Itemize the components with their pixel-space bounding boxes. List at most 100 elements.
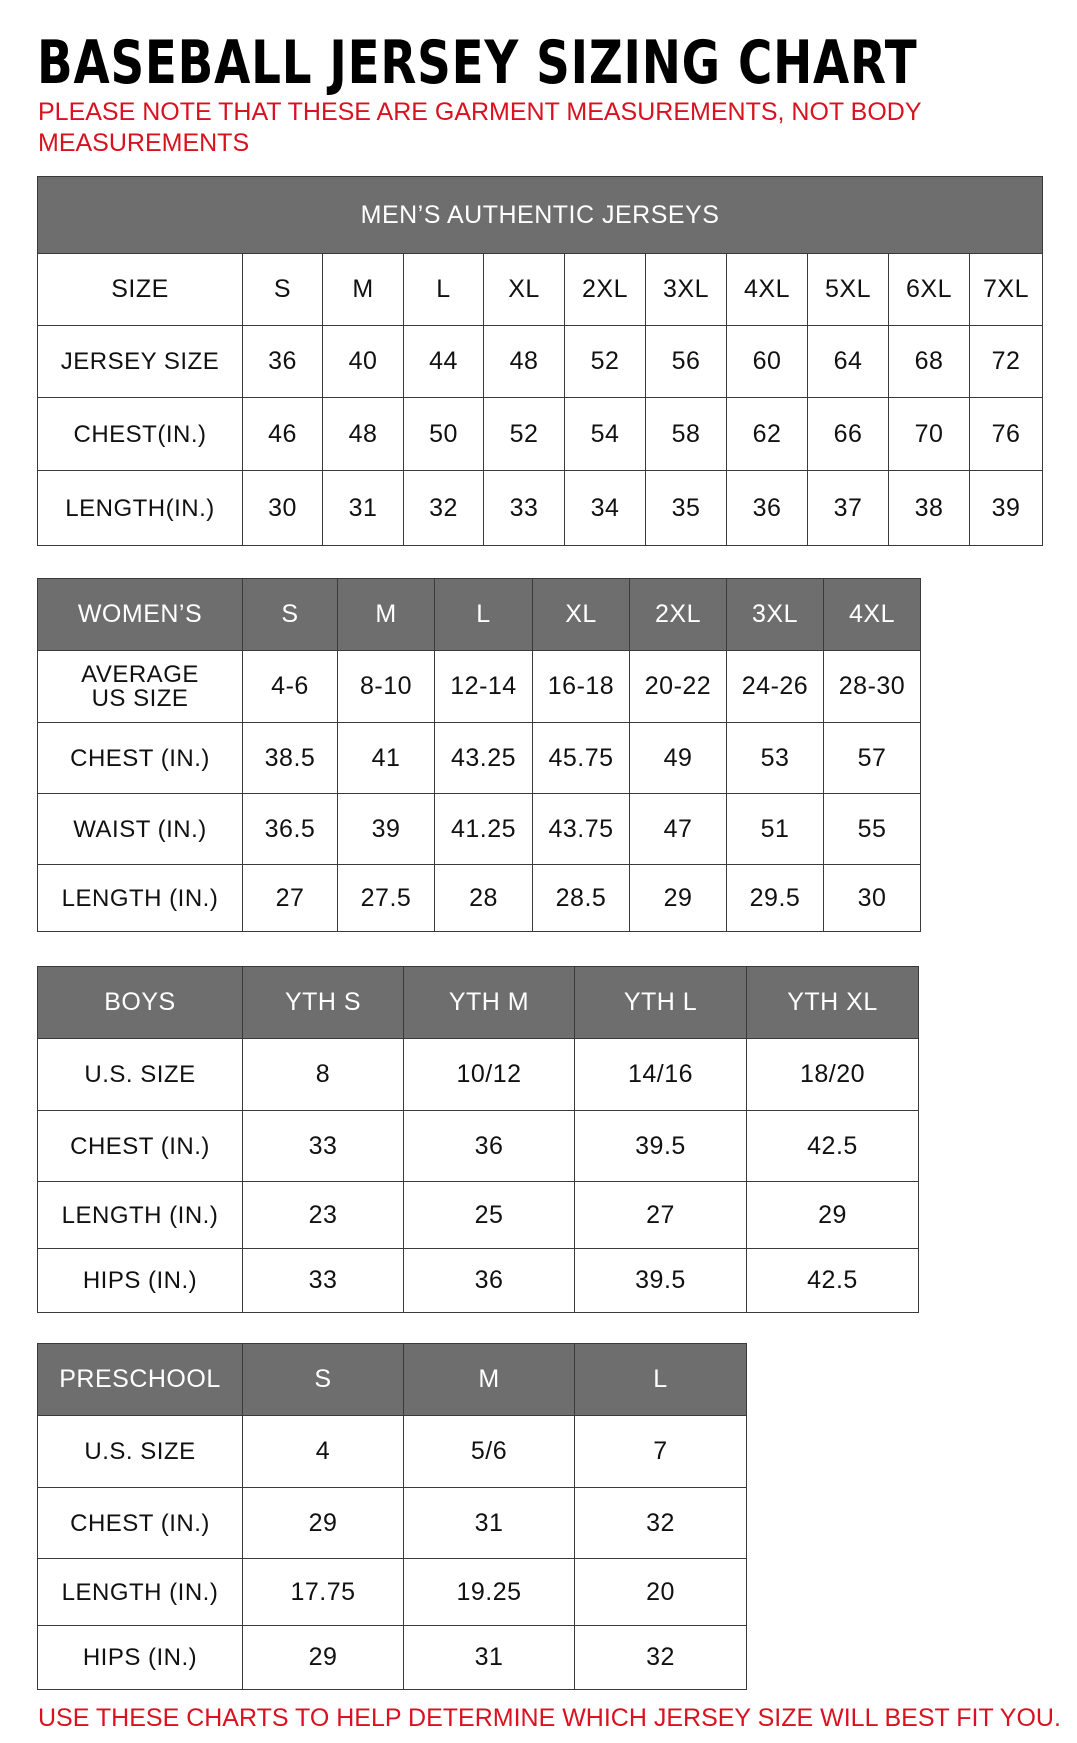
- measurement-label: U.S. SIZE: [37, 1415, 243, 1488]
- measurement-value: 47: [629, 793, 727, 865]
- measurement-value: 66: [807, 397, 889, 471]
- measurement-value: 28: [434, 864, 533, 932]
- table-row: CHEST (IN.) 33 36 39.5 42.5: [37, 1110, 919, 1182]
- size-header-cell: 7XL: [968, 253, 1044, 326]
- measurement-value: 36: [403, 1110, 575, 1182]
- measurement-value: 64: [807, 325, 889, 398]
- measurement-value: 8-10: [337, 650, 435, 723]
- table-row: HIPS (IN.) 33 36 39.5 42.5: [37, 1248, 919, 1313]
- size-header-cell: L: [434, 578, 533, 651]
- measurement-value: 29: [242, 1487, 404, 1559]
- measurement-value: 28.5: [532, 864, 630, 932]
- size-header-cell: 2XL: [629, 578, 727, 651]
- measurement-label: U.S. SIZE: [37, 1038, 243, 1111]
- table-banner: MEN’S AUTHENTIC JERSEYS: [36, 176, 1044, 254]
- measurement-value: 68: [888, 325, 970, 398]
- size-header-cell: S: [242, 253, 323, 326]
- size-header-cell: L: [574, 1343, 747, 1416]
- size-header-cell: M: [322, 253, 404, 326]
- measurement-value: 29: [242, 1625, 404, 1690]
- table-row: U.S. SIZE 4 5/6 7: [37, 1415, 747, 1488]
- measurement-value: 31: [322, 470, 404, 546]
- table-row: WAIST (IN.) 36.5 39 41.25 43.75 47 51 55: [37, 793, 921, 865]
- measurement-value: 41: [337, 722, 435, 794]
- measurement-value: 29.5: [726, 864, 824, 932]
- measurement-value: 27: [574, 1181, 747, 1249]
- size-header-cell: XL: [483, 253, 565, 326]
- measurement-value: 32: [574, 1487, 747, 1559]
- measurement-label: LENGTH(IN.): [37, 470, 243, 546]
- measurement-value: 37: [807, 470, 889, 546]
- size-header-cell: 4XL: [823, 578, 921, 651]
- size-header-cell: 2XL: [564, 253, 646, 326]
- table-row: AVERAGE US SIZE 4-6 8-10 12-14 16-18 20-22 24-…: [37, 650, 921, 723]
- measurement-label: LENGTH (IN.): [37, 864, 243, 932]
- measurement-value: 72: [968, 325, 1044, 398]
- measurement-value: 41.25: [434, 793, 533, 865]
- table-row: LENGTH (IN.) 23 25 27 29: [37, 1181, 919, 1249]
- size-header-cell: M: [337, 578, 435, 651]
- measurement-value: 42.5: [746, 1248, 919, 1313]
- measurement-value: 38: [888, 470, 970, 546]
- table-row: LENGTH(IN.) 30 31 32 33 34 35 36 37 38 39: [37, 470, 1044, 546]
- measurement-label: CHEST (IN.): [37, 1487, 243, 1559]
- measurement-value: 76: [968, 397, 1044, 471]
- measurement-label: HIPS (IN.): [37, 1248, 243, 1313]
- measurement-value: 29: [629, 864, 727, 932]
- measurement-value: 8: [242, 1038, 404, 1111]
- measurement-value: 7: [574, 1415, 747, 1488]
- measurement-value: 52: [564, 325, 646, 398]
- row-header-cell: PRESCHOOL: [37, 1343, 243, 1416]
- measurement-value: 33: [483, 470, 565, 546]
- measurement-value: 44: [403, 325, 484, 398]
- measurement-value: 48: [483, 325, 565, 398]
- size-header-cell: 3XL: [645, 253, 727, 326]
- measurement-value: 36: [242, 325, 323, 398]
- table-row: U.S. SIZE 8 10/12 14/16 18/20: [37, 1038, 919, 1111]
- measurement-value: 5/6: [403, 1415, 575, 1488]
- size-header-cell: YTH L: [574, 966, 747, 1039]
- measurement-label: CHEST(IN.): [37, 397, 243, 471]
- measurement-value: 36.5: [242, 793, 338, 865]
- table-row: LENGTH (IN.) 27 27.5 28 28.5 29 29.5 30: [37, 864, 921, 932]
- size-header-cell: YTH S: [242, 966, 404, 1039]
- page-title: BASEBALL JERSEY SIZING CHART: [37, 28, 918, 98]
- measurement-value: 27.5: [337, 864, 435, 932]
- measurement-label: CHEST (IN.): [37, 1110, 243, 1182]
- header-row: WOMEN’S S M L XL 2XL 3XL 4XL: [37, 578, 921, 651]
- measurement-label: AVERAGE US SIZE: [37, 650, 243, 723]
- size-header-cell: YTH XL: [746, 966, 919, 1039]
- table-row: CHEST (IN.) 29 31 32: [37, 1487, 747, 1559]
- measurement-value: 52: [483, 397, 565, 471]
- measurement-value: 20-22: [629, 650, 727, 723]
- measurement-value: 36: [726, 470, 808, 546]
- measurement-value: 42.5: [746, 1110, 919, 1182]
- row-header-cell: BOYS: [37, 966, 243, 1039]
- measurement-label: WAIST (IN.): [37, 793, 243, 865]
- measurement-value: 46: [242, 397, 323, 471]
- size-header-cell: S: [242, 578, 338, 651]
- measurement-value: 24-26: [726, 650, 824, 723]
- measurement-value: 45.75: [532, 722, 630, 794]
- table-row: CHEST(IN.) 46 48 50 52 54 58 62 66 70 76: [37, 397, 1044, 471]
- table-row: HIPS (IN.) 29 31 32: [37, 1625, 747, 1690]
- measurement-label: HIPS (IN.): [37, 1625, 243, 1690]
- measurement-label: JERSEY SIZE: [37, 325, 243, 398]
- measurement-value: 19.25: [403, 1558, 575, 1626]
- measurement-value: 23: [242, 1181, 404, 1249]
- measurement-value: 4-6: [242, 650, 338, 723]
- measurement-value: 57: [823, 722, 921, 794]
- measurement-value: 4: [242, 1415, 404, 1488]
- measurement-label: LENGTH (IN.): [37, 1558, 243, 1626]
- measurement-value: 70: [888, 397, 970, 471]
- measurement-value: 30: [242, 470, 323, 546]
- measurement-value: 36: [403, 1248, 575, 1313]
- size-header-cell: L: [403, 253, 484, 326]
- fit-help-note: USE THESE CHARTS TO HELP DETERMINE WHICH…: [38, 1704, 1061, 1732]
- size-header-cell: XL: [532, 578, 630, 651]
- measurement-value: 32: [574, 1625, 747, 1690]
- header-row: PRESCHOOL S M L: [37, 1343, 747, 1416]
- measurement-value: 28-30: [823, 650, 921, 723]
- measurement-value: 32: [403, 470, 484, 546]
- row-header-cell: SIZE: [37, 253, 243, 326]
